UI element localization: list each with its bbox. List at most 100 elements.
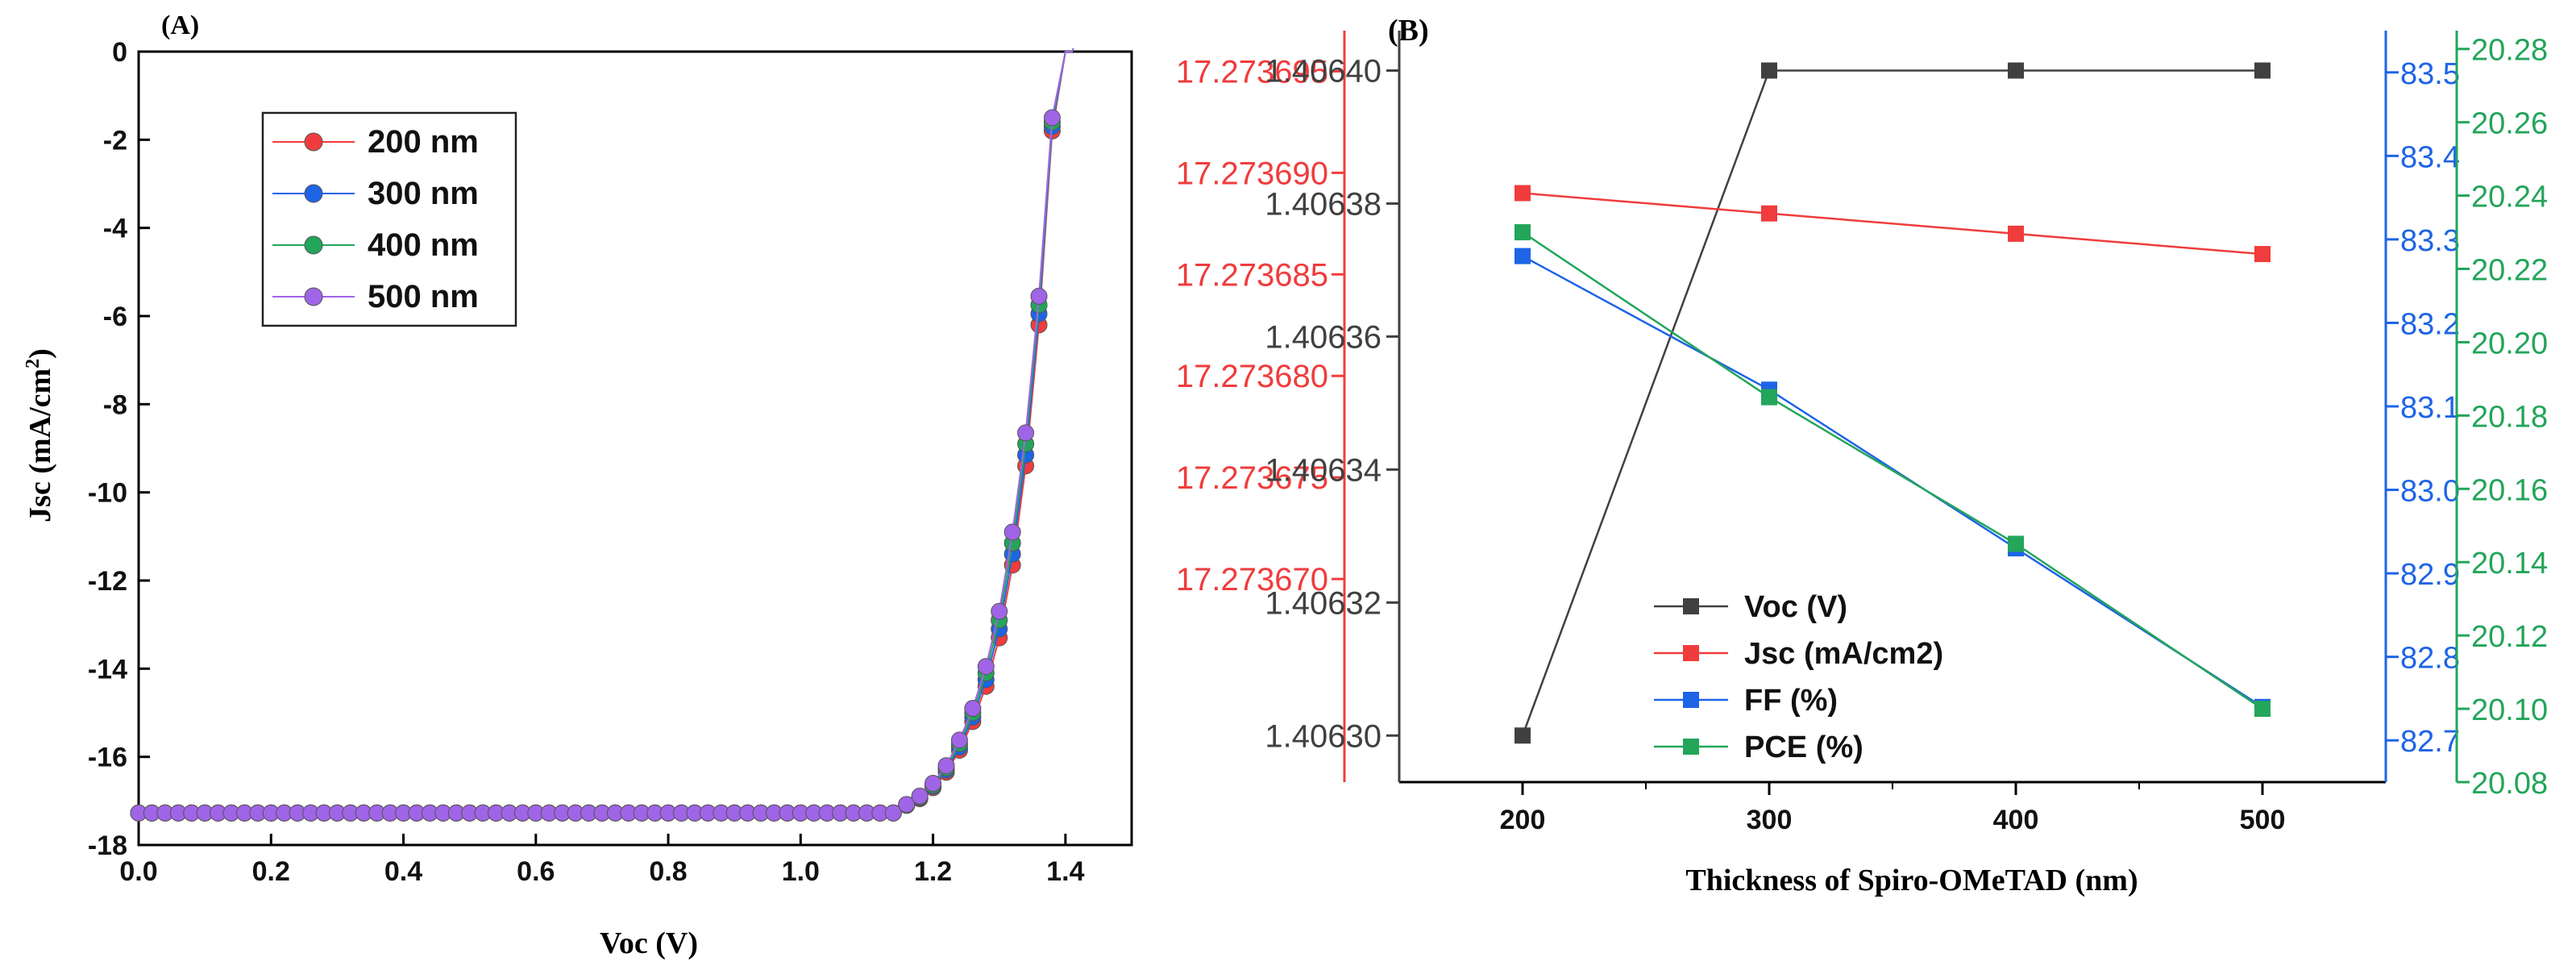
legend-marker xyxy=(304,132,323,152)
jsc-axis-tick-label: 17.273685 xyxy=(1176,257,1328,293)
panel-a-ylabel: Jsc (mA/cm2) xyxy=(23,348,57,522)
legend-label: PCE (%) xyxy=(1744,730,1863,764)
ff-line xyxy=(1522,255,2263,708)
ff-axis-tick-label: 83.5 xyxy=(2400,57,2460,91)
voc-point xyxy=(2254,62,2271,79)
pce-axis-tick-label: 20.24 xyxy=(2471,181,2548,214)
x-tick-label: 0.8 xyxy=(649,856,687,887)
panel-a-ylabel-main: Jsc (mA/cm xyxy=(23,368,57,522)
jsc-axis-tick-label: 17.273675 xyxy=(1176,460,1328,496)
y-tick-label: 0 xyxy=(112,37,127,68)
voc-axis-tick-label: 1.40640 xyxy=(1265,53,1381,89)
x-tick-label: 400 xyxy=(1993,805,2039,835)
y-tick-label: -16 xyxy=(88,743,127,773)
y-tick-label: -6 xyxy=(103,302,127,332)
pce-axis-tick-label: 20.26 xyxy=(2471,107,2548,141)
data-point xyxy=(937,757,955,775)
panel-b-xlabel: Thickness of Spiro-OMeTAD (nm) xyxy=(1685,864,2138,897)
pce-point xyxy=(1761,389,1777,406)
jsc-axis-tick-label: 17.273680 xyxy=(1176,359,1328,394)
pce-axis-tick-label: 20.16 xyxy=(2471,473,2548,507)
ff-axis-tick-label: 83.1 xyxy=(2400,391,2460,425)
legend-box xyxy=(261,111,517,327)
ff-axis-tick-label: 82.7 xyxy=(2400,725,2460,759)
jsc-axis-tick-label: 17.273670 xyxy=(1176,562,1328,597)
legend-marker xyxy=(1683,739,1699,755)
ff-axis-tick-label: 82.9 xyxy=(2400,558,2460,592)
data-point xyxy=(1043,109,1061,127)
x-tick-label: 0.6 xyxy=(517,856,555,887)
data-point xyxy=(1003,523,1021,541)
voc-axis-tick-label: 1.40636 xyxy=(1265,319,1381,355)
panel-b-legend: Voc (V) Jsc (mA/cm2) FF (%) PCE (%) xyxy=(1654,590,1943,764)
legend-label: Voc (V) xyxy=(1744,590,1847,624)
pce-point xyxy=(1514,224,1531,241)
x-tick-label: 1.2 xyxy=(914,856,952,887)
pce-point xyxy=(2008,535,2024,552)
voc-line xyxy=(1521,69,2262,736)
series-voc xyxy=(1514,62,2271,744)
voc-axis-tick-label: 1.40638 xyxy=(1265,186,1381,222)
legend-label: 200 nm xyxy=(368,124,479,160)
legend-label: 500 nm xyxy=(368,279,479,314)
data-point xyxy=(964,700,982,718)
data-point xyxy=(884,804,902,822)
voc-axis-tick-label: 1.40634 xyxy=(1265,452,1381,488)
ff-axis-tick-label: 83.4 xyxy=(2400,140,2460,174)
panel-a-legend: 200 nm 300 nm 400 nm 500 nm xyxy=(261,111,517,327)
x-tick-label: 1.0 xyxy=(782,856,820,887)
voc-axis-tick-label: 1.40630 xyxy=(1265,718,1381,754)
pce-axis-tick-label: 20.08 xyxy=(2471,767,2548,801)
pce-axis-tick-label: 20.12 xyxy=(2471,620,2548,654)
legend-label: FF (%) xyxy=(1744,684,1838,718)
jsc-axis-tick-label: 17.273695 xyxy=(1176,54,1328,89)
data-point xyxy=(911,787,929,805)
y-tick-label: -18 xyxy=(88,830,127,861)
ff-axis-tick-label: 83.2 xyxy=(2400,307,2460,341)
panel-a-label: (A) xyxy=(161,10,199,40)
series-pce xyxy=(1514,224,2271,718)
x-tick-label: 500 xyxy=(2240,805,2286,835)
voc-point xyxy=(1761,62,1777,79)
jsc-point xyxy=(1761,205,1777,222)
legend-marker xyxy=(1683,645,1699,661)
legend-label: 400 nm xyxy=(368,227,479,263)
x-tick-label: 300 xyxy=(1747,805,1793,835)
jsc-point xyxy=(1514,185,1531,202)
y-tick-label: -12 xyxy=(88,566,127,597)
data-point xyxy=(991,602,1008,620)
y-tick-label: -4 xyxy=(103,214,127,244)
data-point xyxy=(950,731,968,749)
data-point xyxy=(977,658,995,676)
voc-axis-tick-label: 1.40632 xyxy=(1265,585,1381,621)
y-tick-label: -10 xyxy=(88,478,127,509)
ff-axis-tick-label: 82.8 xyxy=(2400,642,2460,676)
jsc-point xyxy=(2008,225,2024,242)
data-point xyxy=(1017,424,1035,442)
panel-a-ylabel-sup: 2 xyxy=(23,359,44,368)
pce-axis-tick-label: 20.10 xyxy=(2471,693,2548,727)
data-point xyxy=(924,774,942,792)
x-tick-label: 200 xyxy=(1500,805,1546,835)
pce-axis-tick-label: 20.22 xyxy=(2471,254,2548,288)
panel-a-plot: 0.0 0.2 0.4 0.6 0.8 1.0 1.2 1.4 0 -2 -4 -6 -8 -10 -12 -… xyxy=(88,37,1133,887)
x-tick-label: 0.0 xyxy=(119,856,157,887)
y-tick-label: -2 xyxy=(103,125,127,156)
pce-line xyxy=(1522,231,2263,710)
ff-axis-tick-label: 83.0 xyxy=(2400,475,2460,509)
legend-label: Jsc (mA/cm2) xyxy=(1744,637,1943,671)
series-500-nm xyxy=(130,48,1074,822)
x-tick-label: 0.4 xyxy=(384,856,422,887)
panel-a-ylabel-close: ) xyxy=(23,348,57,359)
voc-point xyxy=(1514,727,1531,744)
x-tick-label: 0.2 xyxy=(252,856,290,887)
legend-marker xyxy=(304,235,323,255)
jsc-axis-tick-label: 17.273690 xyxy=(1176,156,1328,191)
legend-marker xyxy=(304,287,323,306)
jsc-point xyxy=(2254,246,2271,263)
panel-a-xlabel: Voc (V) xyxy=(600,926,698,960)
voc-point xyxy=(2008,62,2024,79)
pce-axis-tick-label: 20.20 xyxy=(2471,327,2548,360)
ff-axis-tick-label: 83.3 xyxy=(2400,224,2460,258)
